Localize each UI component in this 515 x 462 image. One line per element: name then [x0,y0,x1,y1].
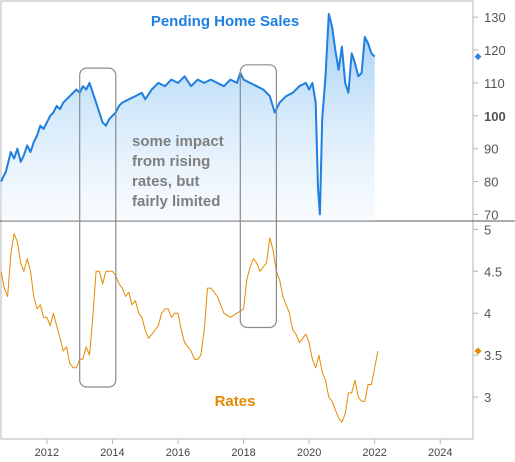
x-tick-label: 2012 [35,447,59,459]
x-tick-label: 2014 [100,447,124,459]
rates-y-tick-label: 3 [484,390,491,405]
rates-y-tick-label: 4.5 [484,264,502,279]
rates-y-axis: 5 4.5 4 3.5 3 [473,222,502,405]
home-sales-area [1,13,375,222]
rates-y-tick-label: 4 [484,306,491,321]
highlight-box-2018 [239,64,278,329]
annotation-line-4: fairly limited [132,193,220,210]
home-sales-y-axis: 130 120 110 100 90 80 70 [473,10,506,222]
home-sales-last-value-marker [474,53,482,61]
home-sales-y-tick-label: 110 [484,76,505,91]
home-sales-title: Pending Home Sales [151,13,299,30]
annotation-line-3: rates, but [132,173,200,190]
x-tick-label: 2016 [166,447,190,459]
rates-last-value-marker [474,347,482,355]
home-sales-line [0,12,376,216]
home-sales-y-tick-label: 70 [484,207,498,222]
rates-title: Rates [215,393,256,410]
home-sales-y-tick-label: 90 [484,142,498,157]
x-tick-label: 2018 [231,447,255,459]
highlight-box-2013 [79,67,117,388]
annotation-line-2: from rising [132,153,210,170]
home-sales-y-tick-label: 100 [484,109,506,124]
rates-y-tick-label: 3.5 [484,348,502,363]
rates-y-tick-label: 5 [484,222,491,237]
home-sales-y-tick-label: 80 [484,175,498,190]
x-axis: 2012 2014 2016 2018 2020 2022 2024 [35,439,452,459]
home-sales-y-tick-label: 130 [484,10,506,25]
rates-line [0,233,379,423]
x-tick-label: 2022 [362,447,386,459]
x-tick-label: 2024 [428,447,452,459]
x-tick-label: 2020 [297,447,321,459]
annotation-line-1: some impact [132,133,224,150]
home-sales-y-tick-label: 120 [484,43,506,58]
